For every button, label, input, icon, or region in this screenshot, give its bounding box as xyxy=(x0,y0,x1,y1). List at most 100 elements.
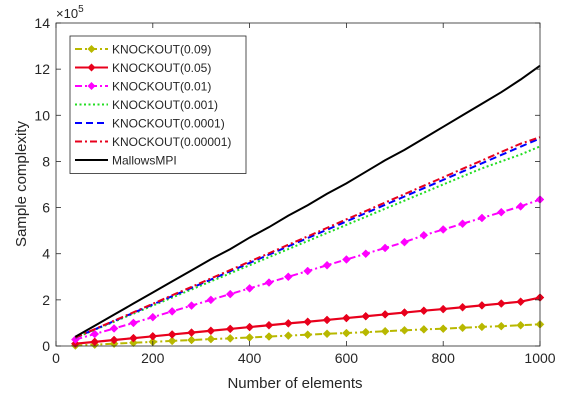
data-point-2-4 xyxy=(148,312,158,322)
data-point-0-10 xyxy=(264,332,274,341)
data-point-1-7 xyxy=(206,326,216,336)
y-axis-label: Sample complexity xyxy=(13,121,30,247)
legend-label-3: KNOCKOUT(0.001) xyxy=(112,98,218,112)
legend-marker-0 xyxy=(87,45,96,53)
data-point-1-16 xyxy=(380,310,390,319)
x-tick-label-1: 200 xyxy=(141,350,165,366)
data-point-1-22 xyxy=(496,299,506,308)
legend-label-2: KNOCKOUT(0.01) xyxy=(112,80,211,94)
data-point-2-20 xyxy=(458,219,467,229)
data-point-1-8 xyxy=(225,324,235,334)
y-tick-label-2: 4 xyxy=(42,246,50,262)
legend-marker-1 xyxy=(87,63,96,72)
legend-label-5: KNOCKOUT(0.00001) xyxy=(112,135,231,149)
data-point-0-9 xyxy=(245,333,254,342)
x-tick-label-2: 400 xyxy=(238,350,262,366)
data-point-0-11 xyxy=(283,331,293,340)
y-tick-label-0: 0 xyxy=(42,338,50,354)
data-point-1-11 xyxy=(283,319,293,328)
y-tick-label-5: 10 xyxy=(34,107,50,123)
y-tick-label-3: 6 xyxy=(42,200,50,216)
legend-label-1: KNOCKOUT(0.05) xyxy=(112,61,211,75)
data-point-0-19 xyxy=(438,324,448,334)
legend: KNOCKOUT(0.09) KNOCKOUT(0.05) KNOCKOUT(0.0… xyxy=(69,35,247,174)
data-point-2-18 xyxy=(419,230,429,240)
data-point-1-19 xyxy=(438,304,448,314)
data-point-2-12 xyxy=(303,266,313,276)
data-point-2-3 xyxy=(129,318,138,328)
data-point-1-3 xyxy=(129,333,138,343)
data-point-2-16 xyxy=(380,243,390,253)
series-line-6 xyxy=(74,64,541,338)
x-tick-label-5: 1000 xyxy=(524,350,555,366)
data-point-2-15 xyxy=(361,249,371,259)
data-point-0-15 xyxy=(361,327,371,337)
data-point-2-10 xyxy=(264,278,274,287)
data-point-2-8 xyxy=(225,289,235,299)
data-point-1-21 xyxy=(477,301,487,310)
series-line-3 xyxy=(74,145,541,339)
data-point-0-12 xyxy=(303,330,313,340)
data-point-1-18 xyxy=(419,306,429,316)
data-point-2-9 xyxy=(245,283,254,293)
x-tick-label-3: 600 xyxy=(335,350,359,366)
data-point-0-22 xyxy=(496,321,506,331)
x-axis-label: Number of elements xyxy=(227,375,362,392)
data-point-0-8 xyxy=(225,334,235,343)
data-point-1-23 xyxy=(516,297,525,307)
legend-label-0: KNOCKOUT(0.09) xyxy=(112,43,211,57)
x-tick-label-4: 800 xyxy=(432,350,456,366)
series-line-4 xyxy=(74,137,541,339)
data-point-2-1 xyxy=(90,329,100,339)
data-point-1-9 xyxy=(245,322,254,332)
data-point-2-21 xyxy=(477,213,487,223)
data-point-1-17 xyxy=(400,308,409,317)
data-point-0-14 xyxy=(342,328,351,338)
data-point-2-11 xyxy=(283,272,293,282)
y-tick-label-6: 12 xyxy=(34,61,50,77)
data-point-0-23 xyxy=(516,320,525,330)
data-point-0-5 xyxy=(167,336,177,346)
axes: 0 200 400 600 800 1000 0 2 4 6 8 10 12 14 xyxy=(34,15,555,366)
data-point-0-13 xyxy=(322,329,332,339)
data-point-0-3 xyxy=(129,338,138,348)
data-point-2-23 xyxy=(516,202,525,211)
data-point-0-7 xyxy=(206,334,216,344)
data-point-1-13 xyxy=(322,315,332,325)
data-point-0-17 xyxy=(400,325,409,335)
data-point-2-7 xyxy=(206,295,216,305)
data-point-2-19 xyxy=(438,225,448,234)
data-point-2-14 xyxy=(342,255,351,264)
data-point-2-17 xyxy=(400,237,409,247)
data-point-2-22 xyxy=(496,207,506,217)
legend-marker-2 xyxy=(87,82,96,90)
axes-frame xyxy=(55,22,541,347)
legend-label-4: KNOCKOUT(0.0001) xyxy=(112,117,225,131)
data-point-0-20 xyxy=(458,323,467,333)
legend-label-6: MallowsMPI xyxy=(112,154,177,168)
data-point-0-16 xyxy=(380,326,390,336)
data-point-2-5 xyxy=(167,307,177,316)
data-point-1-14 xyxy=(342,313,351,323)
y-tick-label-4: 8 xyxy=(42,153,50,169)
plot-area xyxy=(71,64,545,350)
y-tick-label-1: 2 xyxy=(42,292,50,308)
data-point-1-6 xyxy=(187,328,196,337)
data-point-1-5 xyxy=(167,330,177,339)
data-point-0-21 xyxy=(477,322,487,332)
data-point-2-6 xyxy=(187,301,196,310)
y-axis-multiplier-exponent: 5 xyxy=(78,4,84,15)
data-point-0-18 xyxy=(419,325,429,334)
data-point-2-13 xyxy=(322,260,332,270)
x-tick-label-0: 0 xyxy=(52,350,60,366)
data-point-1-2 xyxy=(109,335,119,345)
data-point-1-20 xyxy=(458,302,467,312)
data-point-1-10 xyxy=(264,320,274,330)
series-line-5 xyxy=(74,136,541,339)
y-axis-multiplier-base: ×10 xyxy=(56,6,78,21)
data-point-1-12 xyxy=(303,317,313,327)
y-tick-label-7: 14 xyxy=(34,15,50,31)
data-point-2-2 xyxy=(109,324,119,333)
y-axis-multiplier: ×105 xyxy=(56,4,84,21)
